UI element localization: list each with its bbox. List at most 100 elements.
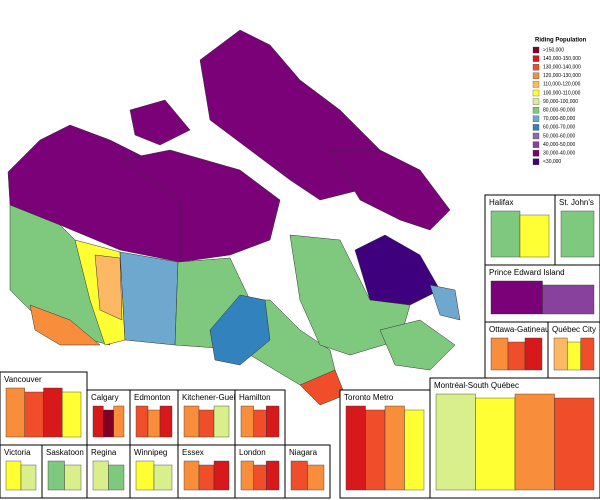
inset-label: Montréal-South Québec <box>434 381 519 390</box>
inset-region <box>47 460 65 491</box>
maritimes <box>379 319 456 371</box>
ontario-blue <box>209 294 271 366</box>
legend-label: 40,000-50,000 <box>543 142 575 148</box>
inset-region <box>567 341 581 371</box>
inset-region <box>240 405 254 438</box>
inset-region <box>560 210 595 258</box>
legend-label: 90,000-100,000 <box>543 99 578 105</box>
inset-region <box>153 464 173 491</box>
nunavut-mainland <box>119 149 281 263</box>
legend-title: Riding Population <box>535 38 587 44</box>
inset-label: Essex <box>182 448 204 457</box>
inset-region <box>514 393 555 491</box>
inset-region <box>135 405 149 438</box>
inset-region <box>198 409 215 438</box>
inset-region <box>183 460 200 491</box>
newfoundland <box>429 284 461 321</box>
inset-region <box>159 405 173 438</box>
inset-region <box>580 337 595 371</box>
legend-label: 120,000-130,000 <box>543 73 581 79</box>
inset-region <box>307 464 325 491</box>
inset-label: Saskatoon <box>46 448 84 457</box>
inset-region <box>490 337 509 371</box>
inset-region <box>92 460 109 491</box>
inset-label: Prince Edward Island <box>489 268 565 277</box>
legend-label: 130,000-140,000 <box>543 65 581 71</box>
inset-region <box>213 460 230 491</box>
inset-label: Calgary <box>91 393 119 402</box>
inset-region <box>108 464 125 491</box>
inset-label: London <box>239 448 266 457</box>
inset-region <box>64 464 82 491</box>
inset-region <box>290 460 308 491</box>
inset-region <box>147 409 161 438</box>
legend-label: 100,000-110,000 <box>543 90 581 96</box>
legend-swatch <box>532 64 540 71</box>
legend-swatch <box>532 107 540 114</box>
inset-label: Vancouver <box>4 375 42 384</box>
inset-region <box>240 460 254 491</box>
legend-swatch <box>532 132 540 140</box>
inset-region <box>384 405 405 491</box>
inset-label: Halifax <box>489 198 513 207</box>
inset-label: Regina <box>91 448 117 457</box>
legend-swatch <box>532 158 540 165</box>
inset-region <box>20 464 37 491</box>
canada-map <box>7 29 461 406</box>
bc-south <box>29 304 101 346</box>
inset-region <box>253 464 267 491</box>
inset-region <box>490 280 543 315</box>
inset-label: Ottawa-Gatineau <box>489 325 549 334</box>
inset-region <box>253 409 267 438</box>
inset-label: Toronto Metro <box>344 393 394 402</box>
inset-boxes: Halifax St. John's Prince Edward Island Ott… <box>0 194 600 499</box>
legend-label: 80,000-90,000 <box>543 108 575 114</box>
inset-region <box>198 464 215 491</box>
inset-region <box>519 214 550 258</box>
labrador <box>354 234 441 306</box>
legend-label: <30,000 <box>543 159 561 165</box>
inset-region <box>553 337 568 371</box>
inset-region <box>5 460 22 491</box>
legend-swatch <box>532 141 540 148</box>
legend-label: 60,000-70,000 <box>543 125 575 131</box>
legend-label: 110,000-120,000 <box>543 82 581 88</box>
inset-region <box>43 387 63 438</box>
inset-region <box>542 284 595 315</box>
saskatchewan <box>119 251 179 346</box>
inset-region <box>404 409 425 491</box>
inset-region <box>475 397 516 491</box>
legend-swatch <box>532 81 540 88</box>
inset-region <box>135 460 155 491</box>
legend-swatch <box>532 72 540 79</box>
legend-label: 140,000-150,000 <box>543 56 581 62</box>
inset-region <box>345 405 366 491</box>
inset-region <box>266 405 280 438</box>
legend-label: 70,000-80,000 <box>543 116 575 122</box>
legend-swatch <box>532 124 540 131</box>
legend-swatch <box>532 150 540 157</box>
inset-region <box>5 387 25 438</box>
arctic-west <box>129 99 191 146</box>
legend-swatch <box>532 46 540 54</box>
inset-region <box>103 409 114 438</box>
legend-label: 50,000-60,000 <box>543 133 575 139</box>
inset-region <box>183 405 200 438</box>
inset-label: Winnipeg <box>134 448 167 457</box>
legend-swatch <box>532 115 540 122</box>
legend-swatch <box>532 98 540 105</box>
inset-region <box>507 341 526 371</box>
legend-swatch <box>532 89 540 97</box>
legend-label: 30,000-40,000 <box>543 151 575 157</box>
inset-label: Hamilton <box>239 393 271 402</box>
inset-region <box>92 405 104 438</box>
inset-region <box>435 393 476 491</box>
inset-label: Kitchener-Guelph <box>182 393 244 402</box>
alberta-south <box>94 254 123 321</box>
legend-swatch <box>532 55 540 62</box>
inset-label: Edmonton <box>134 393 170 402</box>
inset-label: St. John's <box>559 198 594 207</box>
inset-region <box>213 405 230 438</box>
inset-region <box>524 337 543 371</box>
inset-label: Niagara <box>289 448 318 457</box>
